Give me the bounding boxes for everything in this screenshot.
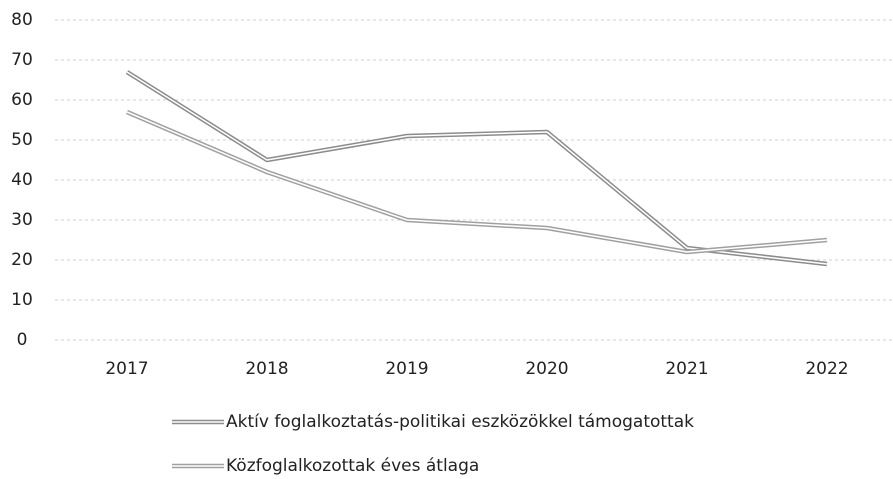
x-tick-label: 2020 <box>525 359 568 379</box>
y-tick-label: 30 <box>11 210 33 230</box>
x-tick-label: 2022 <box>805 359 848 379</box>
y-tick-label: 20 <box>11 250 33 270</box>
x-tick-label: 2021 <box>665 359 708 379</box>
x-tick-label: 2017 <box>105 359 148 379</box>
series-line-inner <box>126 111 828 253</box>
y-tick-label: 80 <box>11 10 33 30</box>
series-line-inner <box>126 71 828 265</box>
legend-label: Aktív foglalkoztatás-politikai eszközökk… <box>226 412 694 432</box>
y-tick-label: 10 <box>11 290 33 310</box>
y-tick-label: 40 <box>11 170 33 190</box>
y-tick-label: 0 <box>17 330 28 350</box>
legend-label: Közfoglalkozottak éves átlaga <box>226 456 479 476</box>
x-tick-label: 2019 <box>385 359 428 379</box>
y-tick-label: 60 <box>11 90 33 110</box>
series-line <box>125 70 828 267</box>
y-tick-label: 50 <box>11 130 33 150</box>
y-tick-label: 70 <box>11 50 33 70</box>
x-tick-label: 2018 <box>245 359 288 379</box>
